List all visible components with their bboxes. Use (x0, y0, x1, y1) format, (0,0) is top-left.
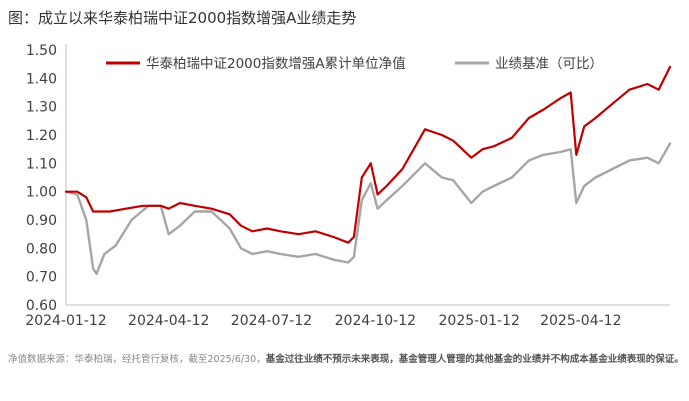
y-tick-label: 0.60 (26, 298, 57, 314)
legend-fund: 华泰柏瑞中证2000指数增强A累计单位净值 (106, 56, 406, 72)
footnote: 净值数据来源：华泰柏瑞，经托管行复核，截至2025/6/30，基金过往业绩不预示… (8, 351, 684, 369)
y-axis: 0.60 0.70 0.80 0.90 1.00 1.10 1.20 1.30 1.40 1.50 (26, 43, 67, 314)
x-axis: 2024-01-12 2024-04-12 2024-07-12 2024-10-12… (25, 304, 670, 329)
y-tick-label: 1.10 (26, 156, 57, 172)
x-tick-label: 2024-10-12 (335, 313, 416, 329)
x-tick-label: 2024-01-12 (25, 313, 106, 329)
x-tick-label: 2024-07-12 (231, 313, 312, 329)
line-chart: 0.60 0.70 0.80 0.90 1.00 1.10 1.20 1.30 1.40 1.50… (25, 43, 672, 329)
legend: 华泰柏瑞中证2000指数增强A累计单位净值 业绩基准（可比） (106, 55, 603, 72)
y-tick-label: 1.40 (26, 71, 57, 87)
benchmark-line (64, 142, 672, 275)
y-tick-label: 0.70 (26, 270, 57, 286)
x-tick-label: 2024-04-12 (128, 313, 209, 329)
legend-benchmark: 业绩基准（可比） (455, 55, 603, 72)
footnote-source: 净值数据来源：华泰柏瑞，经托管行复核，截至2025/6/30， (8, 354, 266, 365)
footnote-disclaimer: 基金过往业绩不预示未来表现，基金管理人管理的其他基金的业绩并不构成本基金业绩表现… (265, 354, 684, 365)
x-tick-label: 2025-01-12 (439, 313, 520, 329)
y-tick-label: 1.50 (26, 43, 57, 59)
y-tick-label: 1.20 (26, 128, 57, 144)
legend-label: 华泰柏瑞中证2000指数增强A累计单位净值 (146, 56, 406, 72)
fund-nav-line (64, 65, 672, 244)
x-tick-label: 2025-04-12 (540, 313, 621, 329)
series-layer (64, 65, 672, 275)
y-tick-label: 0.80 (26, 241, 57, 257)
legend-label: 业绩基准（可比） (495, 55, 603, 72)
y-tick-label: 1.00 (26, 185, 57, 201)
figure-title: 图：成立以来华泰柏瑞中证2000指数增强A业绩走势 (8, 9, 357, 27)
y-tick-label: 0.90 (26, 213, 57, 229)
y-tick-label: 1.30 (26, 100, 57, 116)
